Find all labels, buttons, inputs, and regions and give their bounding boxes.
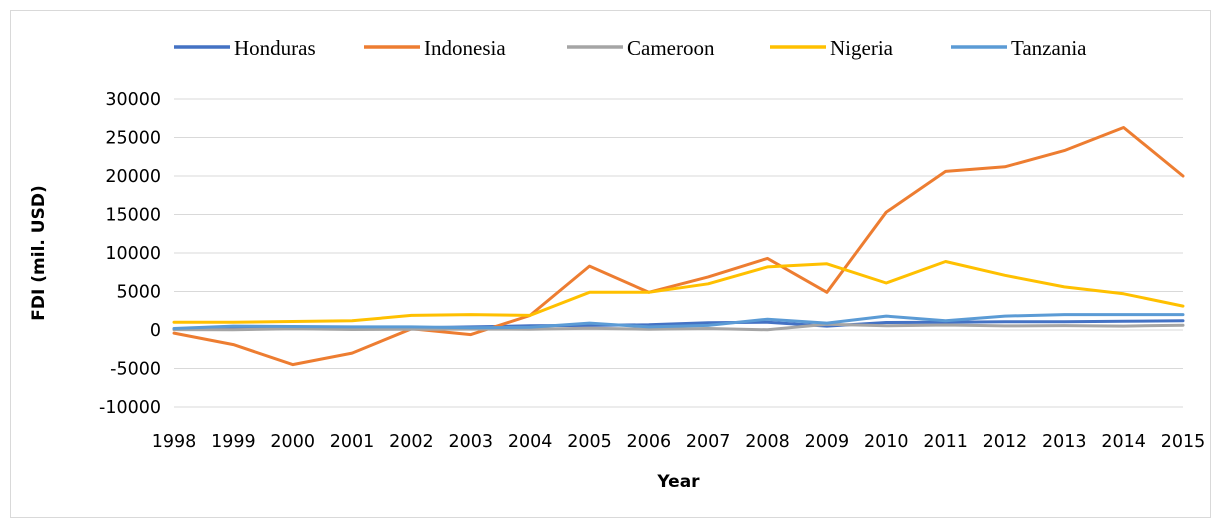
x-axis-ticks: 1998 1999 2000 2001 2002 2003 2004 2005 2006 2007…: [152, 432, 1206, 452]
y-tick-label: 0: [150, 321, 161, 341]
x-tick-label: 2014: [1101, 432, 1146, 452]
legend: Honduras Indonesia Cameroon Nigeria Tanzania: [174, 36, 1087, 60]
x-tick-label: 2009: [805, 432, 850, 452]
x-tick-label: 2011: [923, 432, 968, 452]
x-tick-label: 2006: [627, 432, 672, 452]
legend-label-indonesia: Indonesia: [424, 36, 506, 60]
grid-lines: [174, 98, 1183, 408]
y-axis-ticks: 30000 25000 20000 15000 10000 5000 0 -5000 -1000…: [99, 90, 161, 418]
y-tick-label: -5000: [110, 360, 161, 380]
x-tick-label: 2008: [745, 432, 790, 452]
legend-label-nigeria: Nigeria: [830, 36, 894, 60]
x-tick-label: 2002: [389, 432, 434, 452]
x-axis-title: Year: [656, 472, 700, 492]
x-tick-label: 2010: [864, 432, 909, 452]
x-tick-label: 2000: [270, 432, 315, 452]
series-line-indonesia: [172, 126, 1185, 367]
y-axis-title: FDI (mil. USD): [29, 185, 49, 320]
x-tick-label: 2007: [686, 432, 731, 452]
x-tick-label: 2005: [567, 432, 612, 452]
series-line-nigeria: [172, 260, 1185, 324]
x-tick-label: 2012: [983, 432, 1028, 452]
x-tick-label: 2004: [508, 432, 553, 452]
y-tick-label: 10000: [105, 244, 161, 264]
series-line-cameroon: [172, 322, 1185, 332]
legend-label-tanzania: Tanzania: [1011, 36, 1087, 60]
y-tick-label: -10000: [99, 398, 161, 418]
series-lines: [172, 126, 1185, 367]
x-tick-label: 2001: [330, 432, 375, 452]
series-line-tanzania: [172, 313, 1185, 330]
y-tick-label: 25000: [105, 129, 161, 149]
x-tick-label: 2015: [1161, 432, 1206, 452]
y-tick-label: 20000: [105, 167, 161, 187]
x-tick-label: 1998: [152, 432, 197, 452]
x-tick-label: 1999: [211, 432, 256, 452]
y-tick-label: 15000: [105, 206, 161, 226]
y-tick-label: 30000: [105, 90, 161, 110]
y-tick-label: 5000: [116, 283, 161, 303]
chart-frame: [10, 10, 1211, 518]
legend-label-cameroon: Cameroon: [627, 36, 715, 60]
x-tick-label: 2013: [1042, 432, 1087, 452]
x-tick-label: 2003: [448, 432, 493, 452]
legend-label-honduras: Honduras: [234, 36, 316, 60]
